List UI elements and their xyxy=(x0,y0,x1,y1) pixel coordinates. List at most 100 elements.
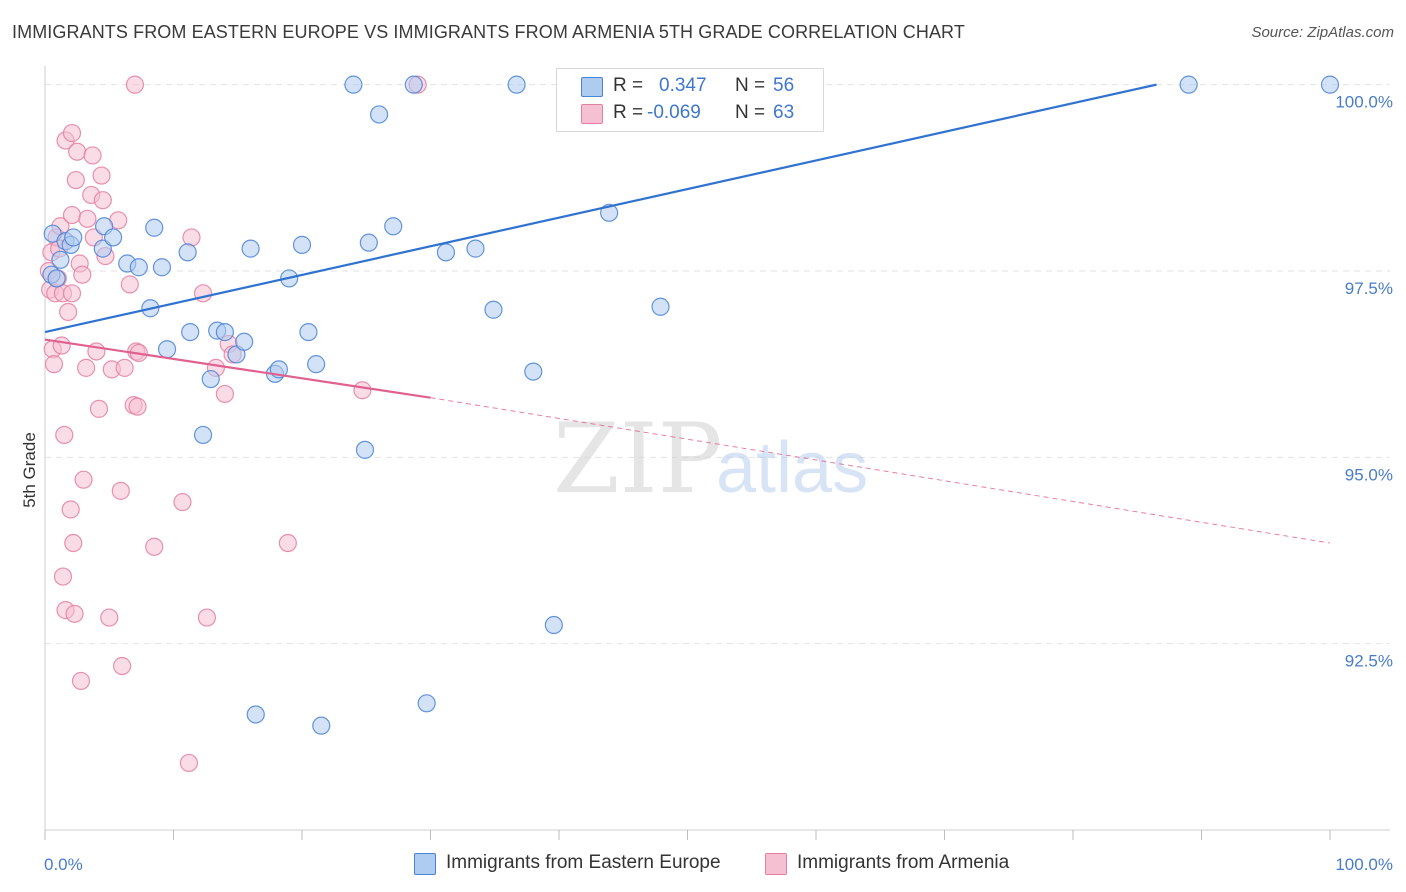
point-armenia xyxy=(77,358,96,377)
point-eastern-europe xyxy=(201,369,220,389)
point-eastern-europe xyxy=(292,235,312,254)
chart-title: IMMIGRANTS FROM EASTERN EUROPE VS IMMIGR… xyxy=(12,22,965,42)
point-armenia xyxy=(73,265,92,284)
point-armenia xyxy=(120,275,139,294)
legend-label: Immigrants from Eastern Europe xyxy=(446,852,721,873)
point-armenia xyxy=(78,209,97,228)
point-armenia xyxy=(93,191,112,210)
legend-row-eastern-europe: R = 0.347 N = 56 xyxy=(557,74,823,100)
point-eastern-europe xyxy=(651,297,670,316)
point-armenia xyxy=(111,481,130,500)
point-armenia xyxy=(62,123,82,143)
point-eastern-europe xyxy=(344,75,363,94)
point-armenia xyxy=(65,604,84,623)
point-armenia xyxy=(145,537,164,556)
point-eastern-europe xyxy=(64,228,83,247)
point-eastern-europe xyxy=(370,105,389,124)
point-armenia xyxy=(89,399,109,418)
source-label: Source: ZipAtlas.com xyxy=(1251,24,1394,41)
watermark-atlas: atlas xyxy=(716,428,868,508)
point-armenia xyxy=(59,302,78,322)
point-armenia xyxy=(62,205,82,225)
legend-label: Immigrants from Armenia xyxy=(797,852,1010,873)
point-armenia xyxy=(62,284,82,303)
point-armenia xyxy=(179,753,199,773)
y-tick-label: 95.0% xyxy=(1345,465,1393,484)
point-eastern-europe xyxy=(246,705,265,724)
y-tick-label: 97.5% xyxy=(1345,279,1393,298)
point-eastern-europe xyxy=(307,355,326,374)
trendline-armenia xyxy=(44,338,431,399)
n-label: N = xyxy=(735,102,766,123)
point-eastern-europe xyxy=(1320,75,1340,94)
point-armenia xyxy=(128,397,147,416)
point-armenia xyxy=(53,567,73,586)
point-armenia xyxy=(66,170,85,190)
pink-swatch xyxy=(581,104,603,124)
watermark: ZIP atlas xyxy=(553,403,868,515)
point-armenia xyxy=(55,425,74,445)
point-eastern-europe xyxy=(181,322,200,342)
point-eastern-europe xyxy=(47,269,66,288)
y-tick-label: 92.5% xyxy=(1345,652,1393,671)
point-eastern-europe xyxy=(436,243,456,262)
point-eastern-europe xyxy=(104,228,123,247)
point-armenia xyxy=(44,355,64,374)
point-armenia xyxy=(64,533,83,553)
point-eastern-europe xyxy=(93,239,112,258)
point-eastern-europe xyxy=(507,75,526,94)
axes xyxy=(44,66,1390,840)
trendline-armenia-extension xyxy=(430,397,1331,544)
r-value: 0.347 xyxy=(659,75,707,96)
point-eastern-europe xyxy=(600,203,619,222)
point-armenia xyxy=(173,492,192,512)
point-armenia xyxy=(61,500,80,519)
point-eastern-europe xyxy=(129,258,148,277)
n-value: 56 xyxy=(773,75,795,96)
point-eastern-europe xyxy=(299,322,318,342)
point-armenia xyxy=(74,470,93,489)
point-eastern-europe xyxy=(215,322,234,342)
point-armenia xyxy=(68,142,87,161)
grid xyxy=(45,84,1390,645)
tick-labels: 100.0% 97.5% 95.0% 92.5% 0.0% 100.0% xyxy=(44,93,1393,874)
data-points xyxy=(39,75,1340,773)
point-armenia xyxy=(100,608,119,627)
n-label: N = xyxy=(735,75,766,96)
point-eastern-europe xyxy=(359,233,378,252)
stats-legend: R = 0.347 N = 56 R = -0.069 N = 63 xyxy=(556,68,824,132)
r-label: R = xyxy=(613,102,644,123)
point-eastern-europe xyxy=(178,243,197,262)
point-eastern-europe xyxy=(404,75,423,94)
r-label: R = xyxy=(613,75,644,96)
point-eastern-europe xyxy=(51,250,70,269)
series-legend: Immigrants from Eastern Europe Immigrant… xyxy=(0,852,1406,878)
trendline-eastern-europe xyxy=(44,83,1157,334)
legend-row-armenia: R = -0.069 N = 63 xyxy=(557,101,823,127)
r-value: -0.069 xyxy=(647,102,701,123)
point-eastern-europe xyxy=(417,694,436,713)
point-armenia xyxy=(71,671,91,691)
x-tick-label: 100.0% xyxy=(1335,855,1393,874)
point-eastern-europe xyxy=(312,716,331,735)
point-eastern-europe xyxy=(145,218,164,237)
point-armenia xyxy=(197,608,217,627)
point-eastern-europe xyxy=(157,340,177,359)
point-eastern-europe xyxy=(1179,75,1198,94)
point-armenia xyxy=(112,656,132,676)
point-eastern-europe xyxy=(152,258,172,277)
point-armenia xyxy=(278,533,297,553)
point-eastern-europe xyxy=(466,239,485,258)
n-value: 63 xyxy=(773,102,795,123)
pink-swatch xyxy=(765,853,787,875)
x-tick-label: 0.0% xyxy=(44,855,83,874)
point-eastern-europe xyxy=(544,615,563,635)
point-armenia xyxy=(125,75,145,94)
point-eastern-europe xyxy=(484,300,503,319)
point-eastern-europe xyxy=(193,425,213,445)
trend-lines xyxy=(44,83,1331,544)
point-armenia xyxy=(83,146,102,165)
blue-swatch xyxy=(581,77,603,97)
point-armenia xyxy=(92,166,111,185)
